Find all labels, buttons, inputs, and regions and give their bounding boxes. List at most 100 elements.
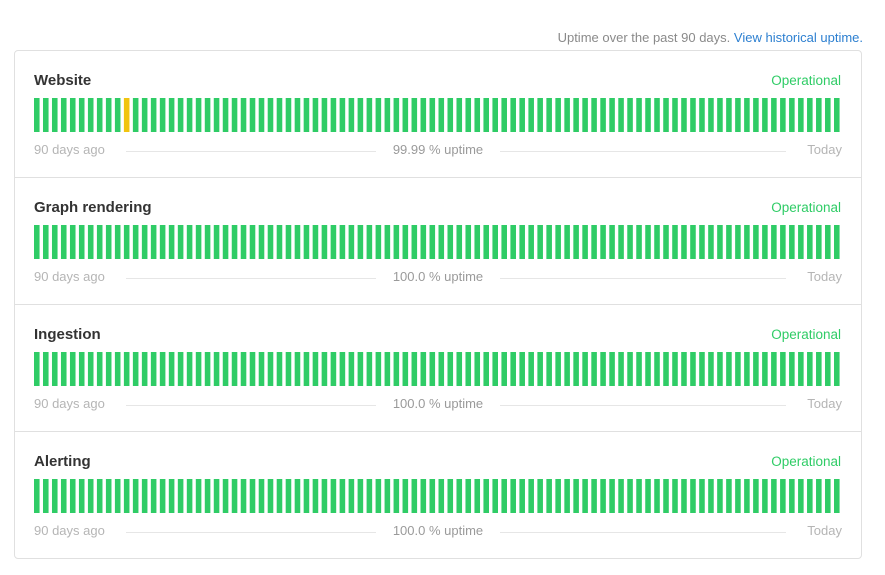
day-bar-operational[interactable] [609,225,615,259]
day-bar-operational[interactable] [456,98,463,132]
day-bar-operational[interactable] [168,479,175,513]
day-bar-operational[interactable] [96,479,103,513]
day-bar-operational[interactable] [51,352,58,386]
day-bar-operational[interactable] [267,479,274,513]
day-bar-operational[interactable] [609,479,615,513]
day-bar-operational[interactable] [114,98,121,132]
day-bar-operational[interactable] [429,479,436,513]
day-bar-operational[interactable] [267,98,274,132]
day-bar-operational[interactable] [429,225,436,259]
day-bar-operational[interactable] [240,225,247,259]
day-bar-operational[interactable] [834,352,840,386]
day-bar-operational[interactable] [825,98,831,132]
day-bar-operational[interactable] [393,479,400,513]
day-bar-operational[interactable] [627,479,633,513]
day-bar-operational[interactable] [213,225,220,259]
day-bar-operational[interactable] [555,352,561,386]
day-bar-operational[interactable] [753,479,759,513]
day-bar-operational[interactable] [699,225,705,259]
day-bar-operational[interactable] [285,98,292,132]
day-bar-operational[interactable] [168,225,175,259]
day-bar-operational[interactable] [690,98,696,132]
day-bar-operational[interactable] [240,352,247,386]
day-bar-operational[interactable] [231,479,238,513]
day-bar-operational[interactable] [483,479,490,513]
day-bar-operational[interactable] [411,225,418,259]
day-bar-operational[interactable] [366,225,373,259]
day-bar-operational[interactable] [87,352,94,386]
day-bar-operational[interactable] [672,98,678,132]
day-bar-operational[interactable] [681,479,687,513]
day-bar-operational[interactable] [186,98,193,132]
day-bar-operational[interactable] [807,352,813,386]
day-bar-operational[interactable] [150,225,157,259]
day-bar-operational[interactable] [204,352,211,386]
day-bar-operational[interactable] [627,225,633,259]
day-bar-operational[interactable] [195,225,202,259]
day-bar-operational[interactable] [762,98,768,132]
day-bar-operational[interactable] [744,225,750,259]
day-bar-operational[interactable] [303,479,310,513]
day-bar-operational[interactable] [447,479,454,513]
day-bar-operational[interactable] [411,479,418,513]
day-bar-operational[interactable] [384,98,391,132]
day-bar-operational[interactable] [249,479,256,513]
day-bar-operational[interactable] [168,352,175,386]
day-bar-operational[interactable] [780,352,786,386]
day-bar-operational[interactable] [564,225,570,259]
day-bar-operational[interactable] [591,98,597,132]
day-bar-operational[interactable] [249,352,256,386]
day-bar-operational[interactable] [528,479,534,513]
day-bar-operational[interactable] [465,225,472,259]
day-bar-operational[interactable] [213,98,220,132]
day-bar-operational[interactable] [231,225,238,259]
day-bar-operational[interactable] [564,479,570,513]
day-bar-operational[interactable] [348,98,355,132]
day-bar-operational[interactable] [510,352,516,386]
day-bar-operational[interactable] [654,352,660,386]
day-bar-operational[interactable] [159,352,166,386]
day-bar-operational[interactable] [663,479,669,513]
day-bar-operational[interactable] [339,98,346,132]
day-bar-operational[interactable] [663,225,669,259]
day-bar-operational[interactable] [834,225,840,259]
day-bar-operational[interactable] [663,352,669,386]
day-bar-operational[interactable] [789,352,795,386]
day-bar-operational[interactable] [789,98,795,132]
day-bar-operational[interactable] [690,225,696,259]
day-bar-operational[interactable] [564,352,570,386]
day-bar-operational[interactable] [330,225,337,259]
day-bar-operational[interactable] [96,225,103,259]
day-bar-operational[interactable] [519,352,525,386]
day-bar-operational[interactable] [186,225,193,259]
day-bar-operational[interactable] [537,225,543,259]
day-bar-operational[interactable] [438,225,445,259]
day-bar-operational[interactable] [753,225,759,259]
day-bar-operational[interactable] [186,352,193,386]
day-bar-operational[interactable] [519,225,525,259]
day-bar-operational[interactable] [177,225,184,259]
day-bar-operational[interactable] [627,352,633,386]
day-bar-operational[interactable] [105,352,112,386]
day-bar-operational[interactable] [600,98,606,132]
day-bar-operational[interactable] [177,479,184,513]
day-bar-operational[interactable] [771,352,777,386]
day-bar-operational[interactable] [51,225,58,259]
day-bar-operational[interactable] [213,352,220,386]
day-bar-operational[interactable] [312,98,319,132]
day-bar-operational[interactable] [285,479,292,513]
day-bar-operational[interactable] [294,352,301,386]
day-bar-operational[interactable] [159,225,166,259]
day-bar-operational[interactable] [564,98,570,132]
day-bar-operational[interactable] [672,352,678,386]
day-bar-operational[interactable] [780,479,786,513]
day-bar-operational[interactable] [411,352,418,386]
day-bar-degraded[interactable] [123,98,130,132]
day-bar-operational[interactable] [708,352,714,386]
day-bar-operational[interactable] [357,225,364,259]
day-bar-operational[interactable] [213,479,220,513]
day-bar-operational[interactable] [699,479,705,513]
day-bar-operational[interactable] [474,225,481,259]
day-bar-operational[interactable] [132,225,139,259]
day-bar-operational[interactable] [618,98,624,132]
